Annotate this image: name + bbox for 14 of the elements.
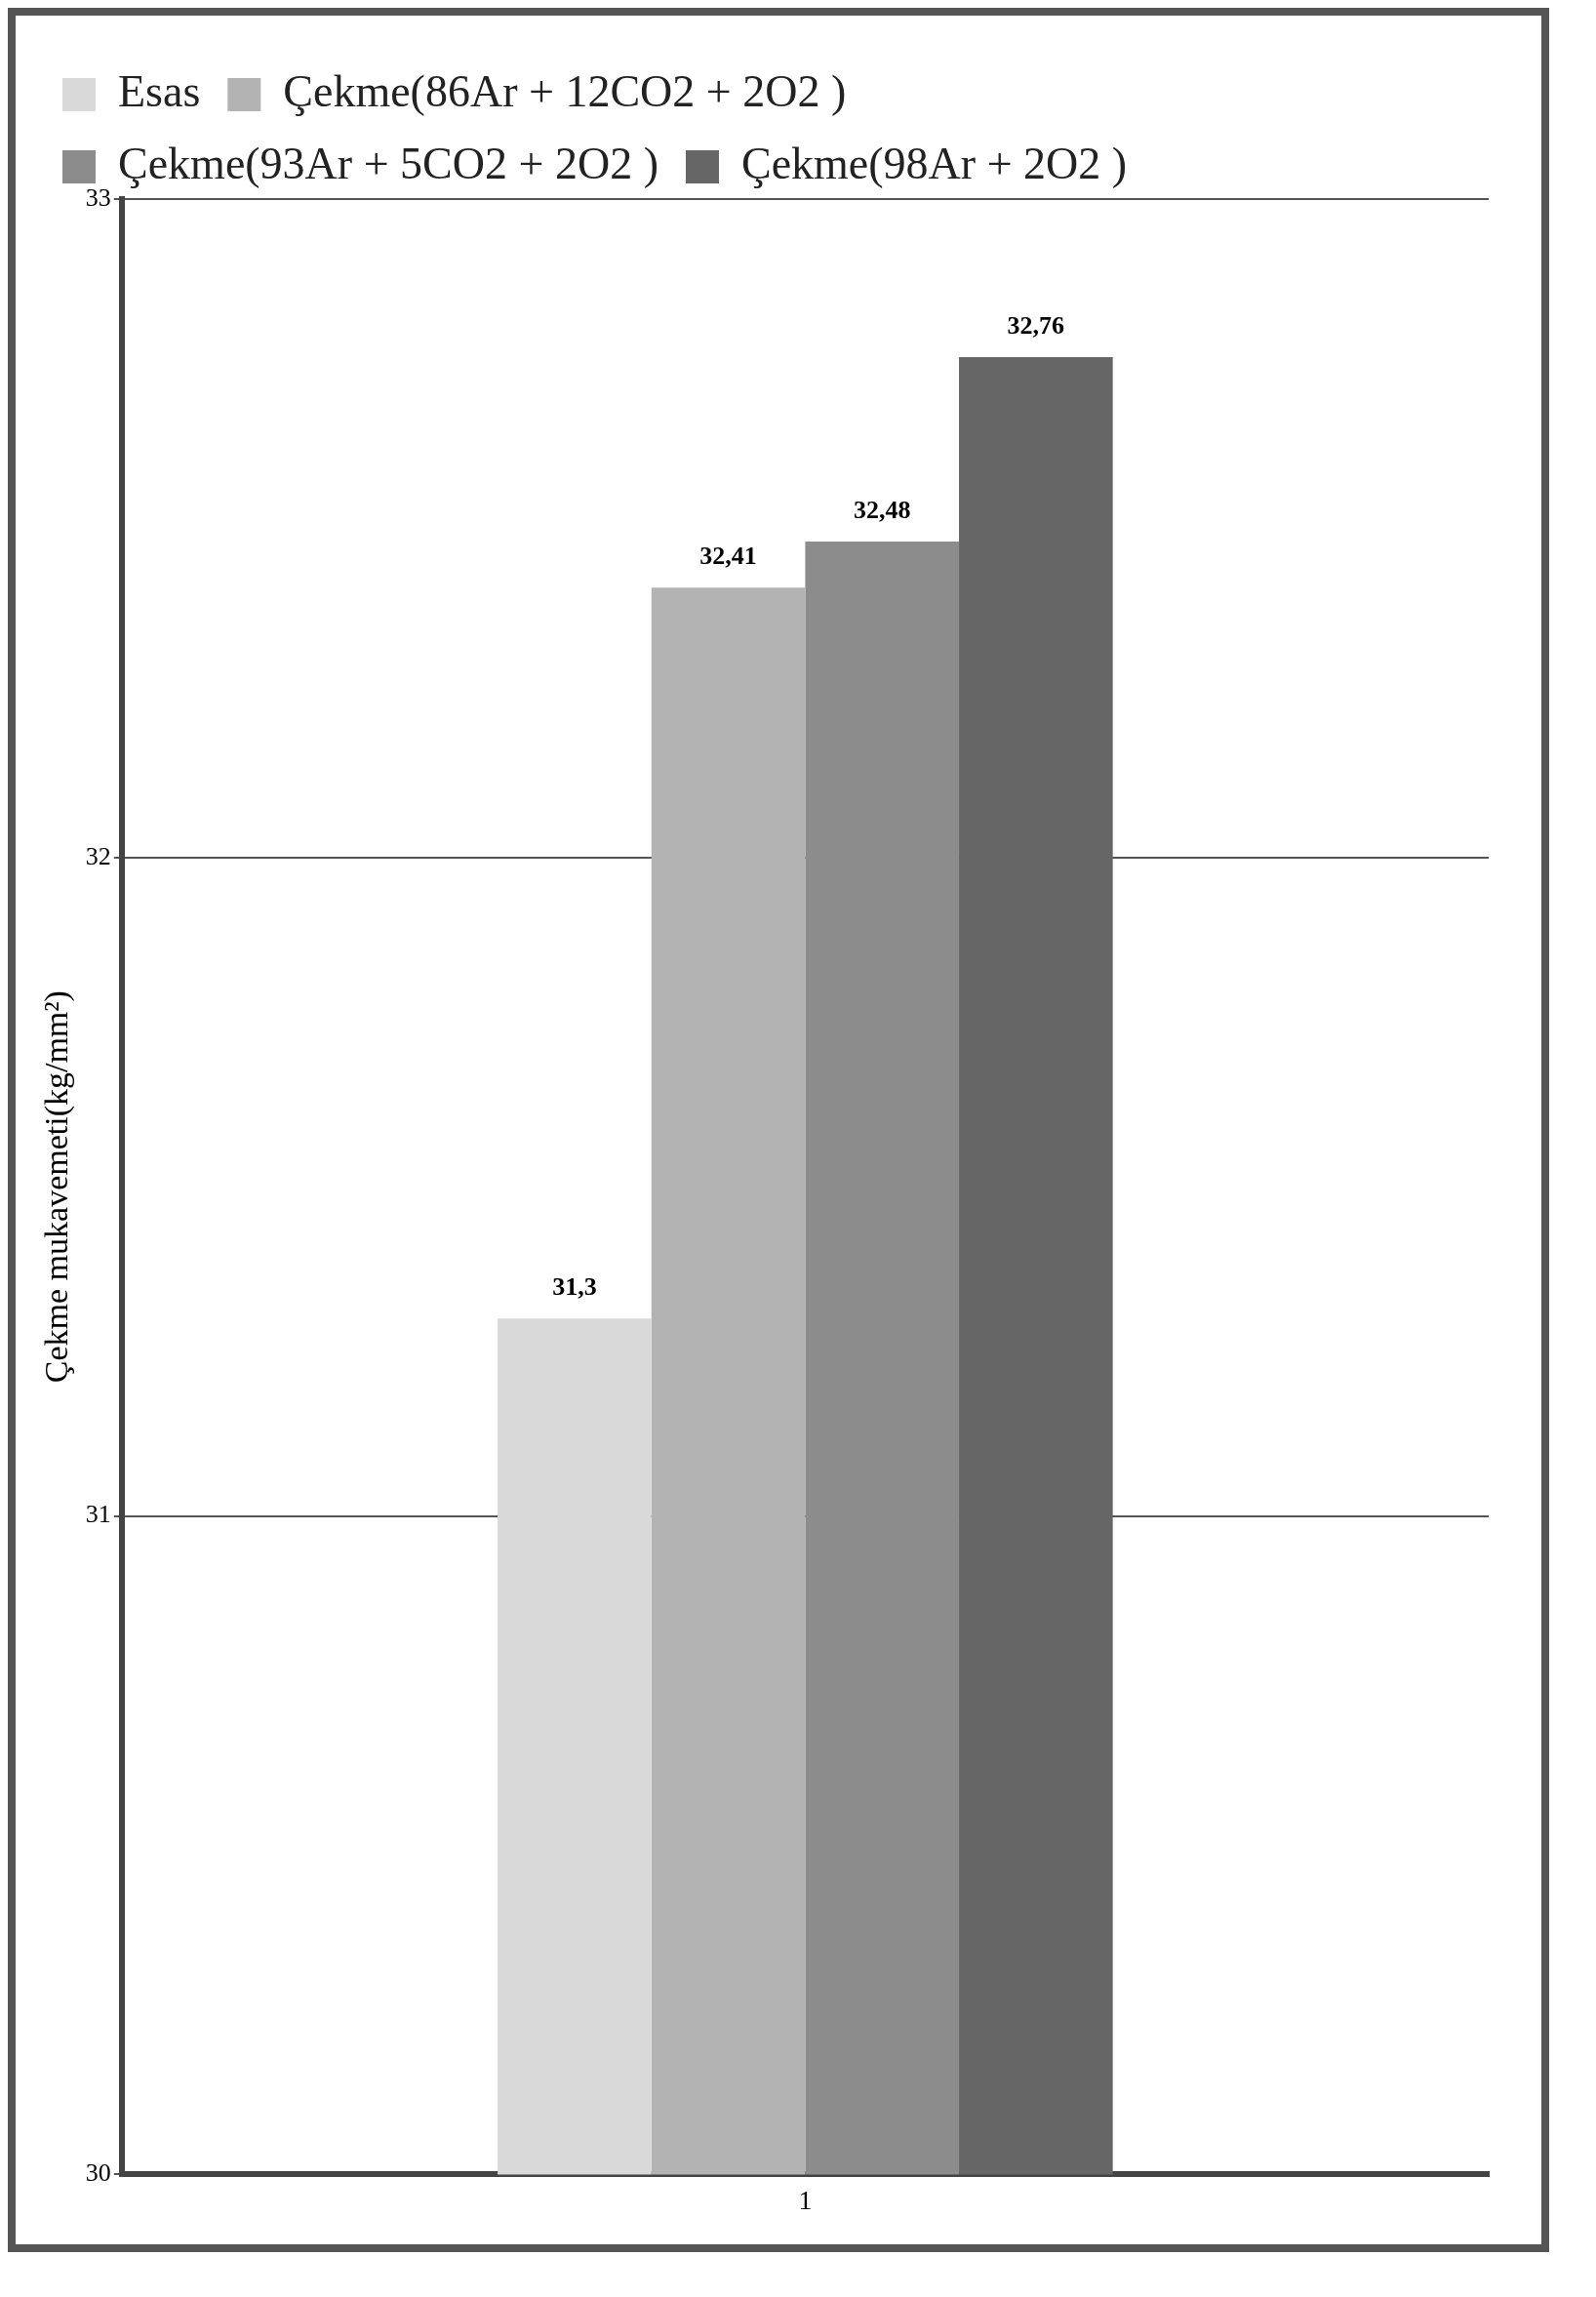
data-label: 32,41 [699,541,757,570]
y-tick-label: 32 [85,841,111,870]
legend-label: Esas [118,66,201,117]
x-tick-label: 1 [798,2184,813,2215]
y-tick-label: 33 [85,182,111,212]
y-tick-label: 31 [85,1500,111,1529]
y-axis-title: Çekme mukavemeti(kg/mm²) [38,990,76,1384]
y-tick-label: 30 [85,2158,111,2188]
legend-label: Çekme(93Ar + 5CO2 + 2O2 ) [118,139,658,189]
data-label: 32,48 [853,495,911,524]
legend-label: Çekme(86Ar + 12CO2 + 2O2 ) [283,66,847,117]
legend-label: Çekme(98Ar + 2O2 ) [740,139,1128,189]
data-label: 31,3 [552,1271,597,1301]
data-label: 32,76 [1007,310,1065,340]
